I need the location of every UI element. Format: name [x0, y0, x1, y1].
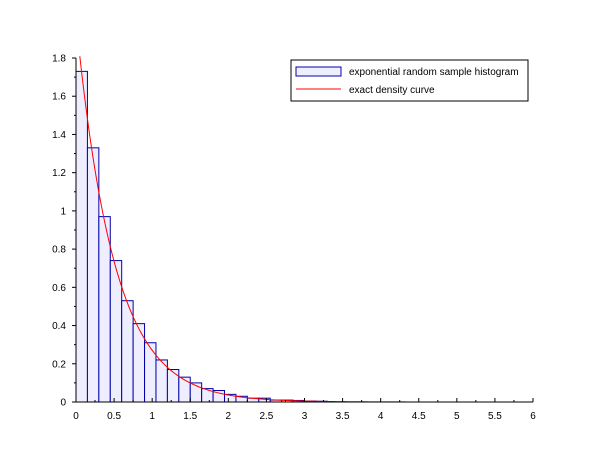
x-tick-label: 0: [73, 411, 79, 422]
legend-label-histogram: exponential random sample histogram: [349, 67, 519, 78]
x-tick-label: 4: [378, 411, 384, 422]
y-tick-label: 0.2: [52, 359, 66, 370]
histogram-bar: [86, 147, 100, 403]
y-axis-ticks: 0 0.2 0.4 0.6 0.8 1 1.2 1.4 1.6 1.8: [52, 54, 76, 409]
y-tick-label: 1.2: [52, 168, 66, 179]
histogram-bar: [178, 376, 191, 403]
x-tick-label: 1: [149, 411, 155, 422]
y-tick-label: 1.6: [52, 92, 66, 103]
x-tick-label: 3.5: [336, 411, 350, 422]
x-tick-label: 2: [226, 411, 232, 422]
histogram-bar: [75, 70, 88, 403]
x-axis-ticks: 0 0.5 1 1.5 2 2.5 3 3.5 4 4.5 5 5.5 6: [73, 398, 536, 422]
y-tick-label: 0.8: [52, 245, 66, 256]
legend-swatch-histogram: [295, 66, 342, 77]
legend: exponential random sample histogram exac…: [290, 59, 529, 102]
histogram-bars: [75, 70, 328, 403]
legend-label-density: exact density curve: [349, 85, 435, 96]
y-tick-label: 0.4: [52, 321, 66, 332]
x-tick-label: 2.5: [259, 411, 273, 422]
histogram-bar: [121, 300, 134, 403]
y-tick-label: 1.8: [52, 54, 66, 65]
x-tick-label: 0.5: [107, 411, 121, 422]
x-tick-label: 3: [302, 411, 308, 422]
histogram-bar: [144, 342, 157, 403]
y-tick-label: 0.6: [52, 283, 66, 294]
x-tick-label: 4.5: [412, 411, 426, 422]
y-tick-label: 1: [60, 206, 66, 217]
x-tick-label: 1.5: [183, 411, 197, 422]
y-tick-label: 0: [60, 398, 66, 409]
histogram-bar: [166, 369, 180, 403]
x-tick-label: 5.5: [488, 411, 502, 422]
x-tick-label: 6: [530, 411, 536, 422]
y-tick-label: 1.4: [52, 130, 66, 141]
x-tick-label: 5: [454, 411, 460, 422]
histogram-bar: [98, 216, 111, 403]
